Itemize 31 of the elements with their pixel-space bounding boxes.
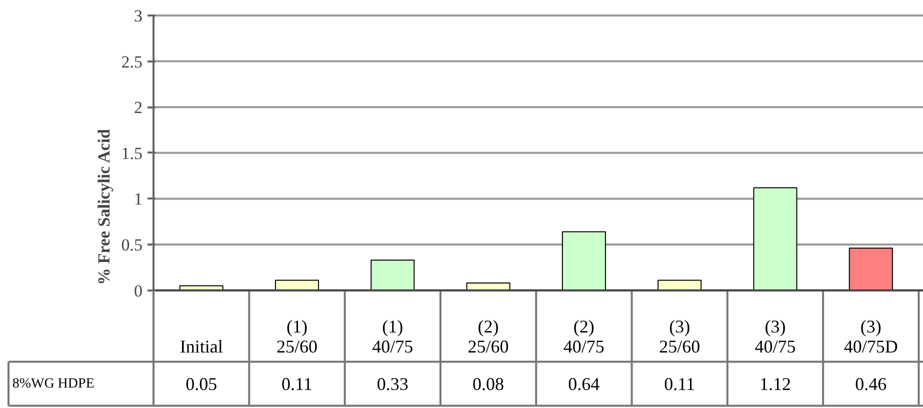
x-tick-label: (1) 40/75 (372, 316, 414, 356)
bar (848, 248, 893, 291)
x-tick-label: (1) 25/60 (276, 316, 318, 356)
bar (274, 280, 319, 291)
y-tick-label: 0.5 (121, 236, 142, 255)
data-label: 0.33 (376, 374, 408, 394)
x-tick-label: (3) 25/60 (659, 316, 700, 356)
x-tick-label: (2) 25/60 (468, 316, 509, 356)
data-label: 0.46 (855, 374, 887, 394)
y-tick-label: 1.5 (121, 144, 142, 163)
x-tick-label: Initial (180, 336, 223, 356)
data-label: 0.05 (186, 374, 218, 394)
y-axis-title: % Free Salicylic Acid (94, 128, 114, 285)
y-tick-label: 2.5 (121, 52, 142, 72)
data-label: 0.08 (472, 374, 504, 394)
bar (562, 231, 606, 291)
y-tick-label: 1 (134, 190, 142, 209)
y-tick-label: 3 (134, 6, 142, 26)
x-tick-label: (2) 40/75 (563, 316, 604, 356)
x-tick-label: (3) 40/75 (754, 316, 796, 356)
bar (753, 187, 798, 291)
bar (658, 280, 702, 291)
data-label: 0.11 (282, 374, 312, 394)
data-label: 1.12 (759, 374, 791, 394)
data-label: 0.64 (568, 374, 600, 394)
text: 8%WG HDPE (12, 376, 94, 392)
bar (370, 260, 415, 291)
y-tick-label: 0 (134, 281, 142, 300)
data-label: 0.11 (664, 374, 696, 394)
y-tick-label: 2 (134, 98, 142, 118)
x-tick-label: (3) 40/75D (844, 316, 898, 356)
